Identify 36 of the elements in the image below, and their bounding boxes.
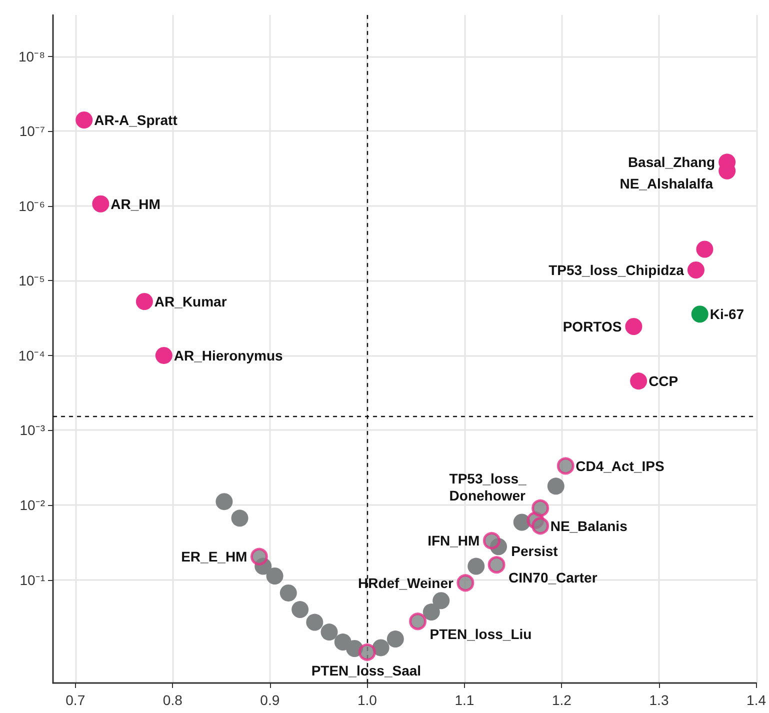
- annotation: CIN70_Carter: [508, 569, 598, 586]
- annotation: Persist: [511, 542, 558, 559]
- annotation: AR_Hieronymus: [174, 347, 284, 364]
- annotation: TP53_loss_ Donehower: [449, 470, 527, 504]
- annotation: AR_Kumar: [154, 294, 228, 310]
- y-tick-label: 10⁻²: [20, 497, 46, 514]
- annotation: CCP: [648, 373, 678, 390]
- y-tick-label: 10⁻⁴: [18, 347, 45, 364]
- annotation: NE_Balanis: [550, 518, 628, 534]
- annotation: AR-A_Spratt: [94, 112, 178, 128]
- annotation: IFN_HM: [428, 532, 480, 549]
- annotation: TP53_loss_Chipidza: [548, 262, 684, 278]
- annotation: Ki-67: [710, 306, 744, 322]
- x-tick-label: 1.0: [357, 692, 378, 708]
- x-tick-label: 1.3: [649, 692, 669, 708]
- annotation: PORTOS: [562, 318, 622, 334]
- y-tick-label: 10⁻³: [20, 422, 46, 438]
- y-tick-label: 10⁻⁸: [18, 48, 46, 64]
- x-tick-label: 0.9: [260, 692, 280, 708]
- x-tick-label: 1.4: [746, 692, 766, 708]
- annotation: Basal_Zhang: [628, 154, 716, 170]
- annotation: NE_Alshalalfa: [620, 175, 714, 192]
- annotation: AR_HM: [110, 196, 160, 212]
- annotation: PTEN_loss_Liu: [430, 626, 532, 642]
- x-tick-label: 1.2: [552, 692, 572, 708]
- y-tick-label: 10⁻⁷: [19, 123, 45, 140]
- x-tick-label: 1.1: [454, 692, 474, 708]
- y-tick-label: 10⁻¹: [20, 572, 46, 588]
- y-tick-label: 10⁻⁶: [18, 198, 45, 214]
- annotation: ER_E_HM: [181, 548, 248, 565]
- y-tick-label: 10⁻⁵: [18, 272, 45, 289]
- x-tick-label: 0.8: [162, 692, 183, 708]
- x-tick-label: 0.7: [66, 692, 86, 708]
- annotation: HRdef_Weiner: [358, 574, 454, 591]
- annotation: PTEN_loss_Saal: [311, 662, 422, 679]
- annotation: CD4_Act_IPS: [576, 458, 664, 474]
